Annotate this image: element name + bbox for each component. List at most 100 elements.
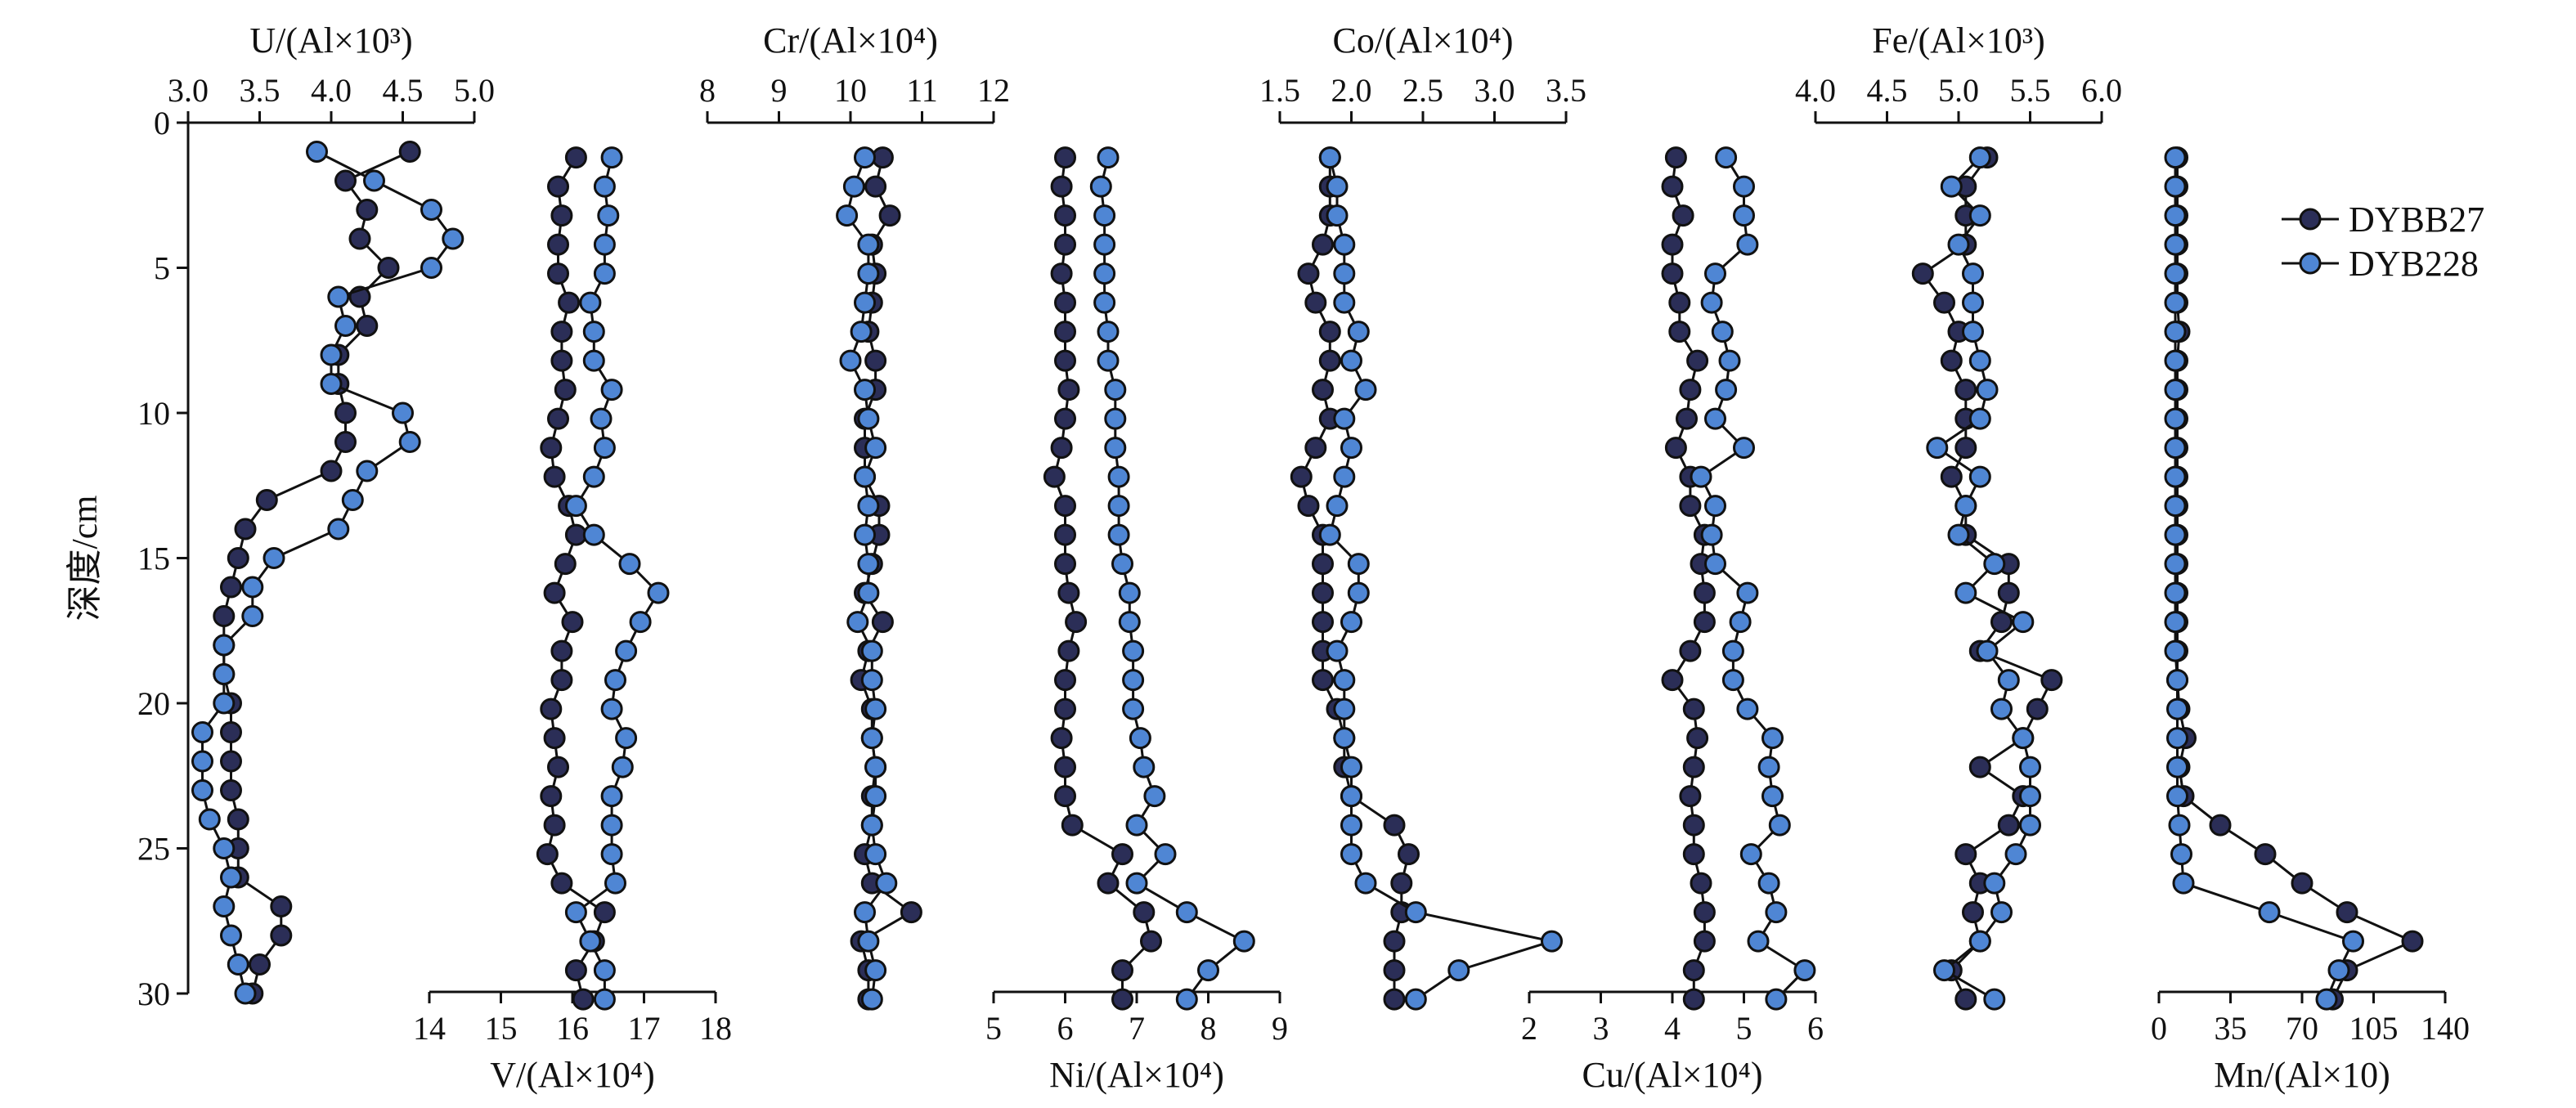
depth-axis-title: 深度/cm (65, 496, 105, 621)
data-point-DYB228 (860, 988, 883, 1011)
data-point-DYB228 (1733, 175, 1755, 198)
data-point-DYBB27 (1054, 321, 1076, 343)
panel-tick-label: 8 (699, 72, 716, 109)
data-point-DYB228 (1340, 785, 1362, 808)
data-point-DYB228 (227, 953, 249, 976)
data-point-DYB228 (864, 959, 887, 982)
data-point-DYB228 (1715, 379, 1738, 401)
depth-tick-label: 5 (154, 250, 170, 287)
data-point-DYB228 (1736, 698, 1759, 720)
data-point-DYBB27 (1686, 727, 1709, 750)
data-point-DYBB27 (1686, 349, 1709, 372)
data-point-DYBB27 (1054, 233, 1076, 256)
legend-marker-dybb27 (2299, 208, 2322, 231)
panel-title: Cu/(Al×10⁴) (1582, 1055, 1762, 1095)
panel-tick-label: 3 (1593, 1010, 1609, 1047)
data-point-DYB228 (1962, 291, 1984, 314)
data-point-DYB228 (1093, 233, 1116, 256)
data-point-DYBB27 (1054, 291, 1076, 314)
data-point-DYBB27 (543, 465, 566, 488)
panel-title: V/(Al×10⁴) (490, 1055, 654, 1095)
data-point-DYBB27 (1312, 581, 1334, 604)
panel-tick-label: 11 (906, 72, 938, 109)
panel-tick-label: 2 (1521, 1010, 1537, 1047)
data-point-DYBB27 (1693, 901, 1716, 924)
data-point-DYB228 (1340, 437, 1362, 460)
data-point-DYB228 (1721, 669, 1744, 692)
data-point-DYB228 (2164, 146, 2187, 169)
data-point-DYB228 (1976, 639, 1999, 662)
data-point-DYB228 (1757, 756, 1780, 778)
data-point-DYBB27 (1693, 611, 1716, 634)
data-point-DYB228 (860, 727, 883, 750)
data-point-DYB228 (2164, 233, 2187, 256)
data-point-DYB228 (629, 611, 652, 634)
data-point-DYB228 (1704, 407, 1726, 430)
data-point-DYB228 (1968, 465, 1991, 488)
data-point-DYBB27 (255, 489, 278, 511)
data-point-DYBB27 (1383, 930, 1406, 953)
data-point-DYBB27 (1664, 437, 1687, 460)
data-point-DYBB27 (1312, 233, 1334, 256)
data-point-DYB228 (600, 146, 623, 169)
data-point-DYB228 (191, 721, 213, 743)
data-point-DYB228 (420, 257, 442, 279)
data-point-DYB228 (2004, 843, 2027, 866)
data-point-DYB228 (2315, 988, 2338, 1011)
data-point-DYBB27 (1054, 523, 1076, 546)
data-point-DYB228 (2166, 727, 2188, 750)
data-point-DYB228 (2164, 291, 2187, 314)
data-point-DYB228 (442, 227, 464, 250)
data-point-DYB228 (860, 814, 883, 837)
data-point-DYB228 (850, 321, 873, 343)
data-point-DYB228 (1983, 988, 2006, 1011)
data-point-DYB228 (2164, 639, 2187, 662)
data-point-DYBB27 (1968, 756, 1991, 778)
data-point-DYB228 (857, 581, 880, 604)
data-point-DYB228 (1354, 379, 1377, 401)
data-point-DYBB27 (270, 924, 293, 947)
data-point-DYB228 (2170, 843, 2192, 866)
data-point-DYBB27 (1054, 756, 1076, 778)
data-point-DYBB27 (864, 349, 887, 372)
series-line-DYB228 (1099, 157, 1247, 1000)
depth-tick-label: 30 (137, 976, 170, 1012)
data-point-DYB228 (593, 175, 616, 198)
data-point-DYB228 (191, 750, 213, 773)
data-point-DYB228 (2019, 814, 2041, 837)
data-point-DYB228 (618, 553, 641, 576)
data-point-DYB228 (1541, 930, 1563, 953)
data-point-DYB228 (1326, 495, 1349, 518)
data-point-DYB228 (327, 518, 350, 541)
data-point-DYBB27 (1911, 262, 1934, 285)
data-point-DYB228 (2164, 465, 2187, 488)
data-point-DYB228 (320, 343, 343, 366)
data-point-DYBB27 (1050, 175, 1073, 198)
data-point-DYB228 (1940, 175, 1963, 198)
data-point-DYB228 (590, 407, 613, 430)
data-point-DYB228 (864, 843, 887, 866)
data-point-DYB228 (600, 814, 623, 837)
data-point-DYBB27 (550, 872, 573, 895)
data-point-DYB228 (1107, 465, 1130, 488)
panel-tick-label: 9 (1272, 1010, 1288, 1047)
data-point-DYB228 (1947, 523, 1970, 546)
data-point-DYBB27 (1304, 291, 1327, 314)
data-point-DYBB27 (1682, 959, 1705, 982)
data-point-DYB228 (1333, 233, 1356, 256)
data-point-DYB228 (1954, 495, 1977, 518)
data-point-DYB228 (2019, 756, 2041, 778)
data-point-DYBB27 (1054, 146, 1076, 169)
data-point-DYBB27 (547, 407, 569, 430)
data-point-DYBB27 (558, 291, 581, 314)
data-point-DYB228 (615, 727, 638, 750)
data-point-DYBB27 (1290, 465, 1313, 488)
data-point-DYBB27 (543, 814, 566, 837)
data-point-DYBB27 (1940, 349, 1963, 372)
data-point-DYB228 (1704, 553, 1726, 576)
data-point-DYB228 (334, 315, 357, 337)
data-point-DYB228 (213, 692, 236, 715)
data-point-DYB228 (1404, 988, 1427, 1011)
panel-tick-label: 12 (977, 72, 1010, 109)
panel-tick-label: 6 (1057, 1010, 1074, 1047)
